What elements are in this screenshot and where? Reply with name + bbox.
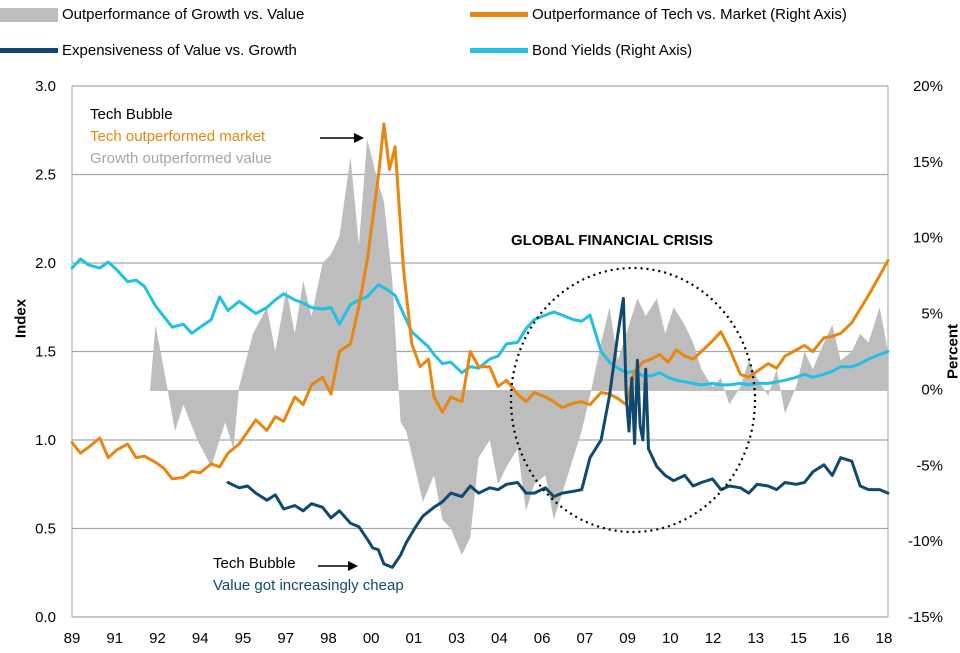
x-tick-label: 09 (619, 630, 636, 647)
y-left-tick-label: 1.5 (35, 344, 56, 361)
x-tick-label: 06 (534, 630, 551, 647)
y-left-tick-label: 2.0 (35, 255, 56, 272)
annotation-tech-bubble-bottom: Tech Bubble (213, 555, 296, 572)
annotation-tech-outperformed: Tech outperformed market (90, 128, 266, 145)
gfc-circle-annotation (509, 266, 757, 534)
y-right-tick-label: -10% (908, 533, 943, 550)
legend-item-growth-vs-value: Outperformance of Growth vs. Value (0, 6, 304, 23)
x-tick-label: 12 (705, 630, 722, 647)
legend-label: Bond Yields (Right Axis) (532, 42, 693, 59)
legend-label: Outperformance of Growth vs. Value (62, 6, 305, 23)
x-tick-label: 92 (149, 630, 166, 647)
x-tick-label: 15 (790, 630, 807, 647)
legend-item-tech-vs-market: Outperformance of Tech vs. Market (Right… (470, 6, 847, 23)
y-right-tick-label: 5% (921, 306, 943, 323)
x-tick-label: 98 (320, 630, 337, 647)
annotation-tech-bubble-title: Tech Bubble (90, 106, 173, 123)
x-tick-label: 03 (448, 630, 465, 647)
y-right-tick-label: 10% (913, 230, 943, 247)
y-left-tick-label: 2.5 (35, 167, 56, 184)
arrow-tech-peak-head (354, 133, 364, 143)
annotation-gfc: GLOBAL FINANCIAL CRISIS (511, 232, 713, 249)
y-right-tick-label: -5% (916, 457, 943, 474)
y-right-tick-label: -15% (908, 609, 943, 626)
y-axis-left-title: Index (12, 298, 30, 339)
series-line-tech-vs-market (70, 122, 890, 481)
x-tick-label: 07 (576, 630, 593, 647)
legend-swatch-navy (0, 48, 58, 53)
arrow-value-cheap-head (348, 561, 358, 571)
y-left-tick-label: 1.0 (35, 432, 56, 449)
annotation-value-cheap: Value got increasingly cheap (213, 577, 404, 594)
x-tick-label: 00 (363, 630, 380, 647)
annotation-growth-outperformed: Growth outperformed value (90, 150, 272, 167)
y-right-tick-label: 15% (913, 154, 943, 171)
legend-item-bond-yields: Bond Yields (Right Axis) (470, 42, 692, 59)
y-left-tick-label: 0.5 (35, 521, 56, 538)
y-axis-right-title: Percent (944, 323, 960, 380)
x-tick-label: 89 (64, 630, 81, 647)
x-tick-label: 13 (747, 630, 764, 647)
x-tick-label: 94 (192, 630, 209, 647)
x-tick-label: 04 (491, 630, 508, 647)
y-left-tick-label: 3.0 (35, 78, 56, 95)
legend-item-value-expensiveness: Expensiveness of Value vs. Growth (0, 42, 297, 59)
x-tick-label: 95 (235, 630, 252, 647)
series-line-value-expensiveness (226, 296, 890, 569)
legend-swatch-orange (470, 12, 528, 17)
legend-swatch-area (0, 7, 58, 22)
x-tick-label: 97 (277, 630, 294, 647)
y-left-tick-label: 0.0 (35, 609, 56, 626)
legend-label: Outperformance of Tech vs. Market (Right… (532, 6, 847, 23)
series-area-growth-vs-value (150, 139, 888, 555)
x-tick-label: 91 (106, 630, 123, 647)
x-tick-label: 01 (406, 630, 423, 647)
legend-label: Expensiveness of Value vs. Growth (62, 42, 297, 59)
y-right-tick-label: 20% (913, 78, 943, 95)
y-right-tick-label: 0% (921, 381, 943, 398)
legend-swatch-cyan (470, 48, 528, 53)
x-tick-label: 16 (833, 630, 850, 647)
x-tick-label: 18 (876, 630, 893, 647)
x-tick-label: 10 (662, 630, 679, 647)
